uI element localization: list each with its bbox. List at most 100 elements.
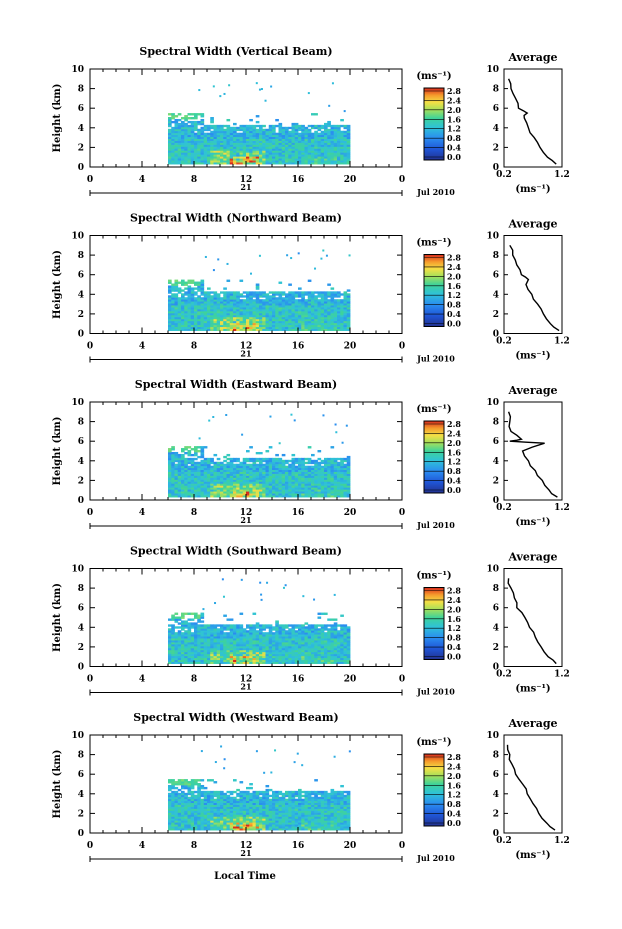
heatmap-cell bbox=[207, 459, 211, 463]
y-tick-label: 2 bbox=[78, 310, 84, 320]
heatmap-cell bbox=[223, 326, 227, 329]
heatmap-cell bbox=[307, 130, 312, 134]
heatmap-cell bbox=[285, 473, 289, 476]
heatmap-cell bbox=[207, 461, 211, 465]
heatmap-cell bbox=[246, 150, 250, 153]
heatmap-cell bbox=[213, 142, 218, 145]
heatmap-cell bbox=[346, 299, 351, 302]
heatmap-cell bbox=[246, 136, 250, 139]
heatmap-cell bbox=[278, 328, 283, 331]
heatmap-cell bbox=[255, 162, 260, 165]
heatmap-cell bbox=[242, 326, 247, 329]
heatmap-cell bbox=[278, 651, 283, 655]
heatmap-cell bbox=[337, 314, 341, 318]
heatmap-cell bbox=[174, 295, 179, 298]
heatmap-cell bbox=[190, 328, 195, 331]
heatmap-cell bbox=[259, 328, 263, 331]
heatmap-cell bbox=[301, 126, 305, 130]
heatmap-cell bbox=[223, 92, 226, 95]
heatmap-cell bbox=[207, 124, 211, 128]
heatmap-cell bbox=[333, 291, 338, 294]
heatmap-cell bbox=[304, 309, 309, 312]
heatmap-cell bbox=[343, 481, 348, 484]
heatmap-cell bbox=[298, 310, 302, 314]
heatmap-cell bbox=[333, 160, 338, 163]
heatmap-cell bbox=[220, 661, 224, 664]
heatmap-cell bbox=[184, 651, 188, 655]
heatmap-cell bbox=[194, 626, 198, 629]
heatmap-cell bbox=[249, 649, 253, 653]
heatmap-cell bbox=[337, 318, 341, 322]
heatmap-cell bbox=[304, 328, 309, 331]
heatmap-cell bbox=[281, 630, 286, 633]
heatmap-cell bbox=[226, 318, 231, 322]
heatmap-cell bbox=[278, 477, 283, 480]
x-tick-label: 4 bbox=[139, 175, 145, 185]
heatmap-cell bbox=[223, 487, 227, 490]
heatmap-cell bbox=[200, 154, 205, 157]
heatmap-cell bbox=[265, 457, 270, 461]
heatmap-cell bbox=[343, 471, 348, 474]
heatmap-cell bbox=[294, 291, 299, 294]
heatmap-cell bbox=[200, 328, 205, 331]
heatmap-cell bbox=[259, 160, 263, 163]
heatmap-cell bbox=[265, 485, 270, 488]
heatmap-cell bbox=[168, 320, 172, 324]
heatmap-cell bbox=[181, 128, 185, 132]
heatmap-cell bbox=[330, 328, 335, 331]
heatmap-cell bbox=[307, 657, 312, 661]
heatmap-cell bbox=[242, 324, 247, 328]
heatmap-cell bbox=[262, 134, 266, 138]
heatmap-cell bbox=[239, 314, 244, 318]
heatmap-cell bbox=[216, 310, 221, 314]
heatmap-cell bbox=[187, 451, 192, 455]
heatmap-cell bbox=[343, 146, 348, 149]
heatmap-cell bbox=[275, 303, 279, 306]
heatmap-cell bbox=[272, 301, 276, 304]
heatmap-cell bbox=[307, 481, 312, 484]
heatmap-cell bbox=[249, 295, 253, 298]
heatmap-cell bbox=[324, 636, 328, 639]
heatmap-cell bbox=[236, 640, 240, 643]
heatmap-cell bbox=[187, 477, 192, 480]
heatmap-cell bbox=[285, 626, 289, 629]
heatmap-cell bbox=[262, 152, 266, 155]
heatmap-cell bbox=[213, 160, 218, 163]
heatmap-cell bbox=[229, 299, 234, 302]
heatmap-cell bbox=[220, 140, 224, 143]
heatmap-cell bbox=[216, 489, 221, 492]
heatmap-cell bbox=[190, 485, 195, 488]
heatmap-cell bbox=[187, 481, 192, 484]
heatmap-cell bbox=[190, 130, 195, 134]
heatmap-cell bbox=[294, 477, 299, 480]
heatmap-cell bbox=[194, 632, 198, 635]
heatmap-cell bbox=[307, 459, 312, 463]
heatmap-cell bbox=[246, 126, 250, 130]
heatmap-cell bbox=[268, 309, 273, 312]
heatmap-cell bbox=[311, 299, 315, 302]
heatmap-cell bbox=[203, 305, 208, 308]
heatmap-cell bbox=[307, 124, 312, 128]
heatmap-cell bbox=[187, 316, 192, 320]
heatmap-cell bbox=[291, 310, 296, 314]
heatmap-cell bbox=[216, 301, 221, 304]
heatmap-cell bbox=[226, 642, 231, 645]
heatmap-cell bbox=[298, 655, 302, 659]
heatmap-cell bbox=[320, 657, 325, 661]
heatmap-cell bbox=[177, 287, 182, 290]
heatmap-cell bbox=[181, 324, 185, 328]
heatmap-cell bbox=[288, 495, 292, 498]
heatmap-cell bbox=[259, 312, 263, 316]
heatmap-cell bbox=[268, 630, 273, 633]
heatmap-cell bbox=[229, 152, 234, 155]
heatmap-cell bbox=[216, 136, 221, 139]
heatmap-cell bbox=[294, 485, 299, 488]
heatmap-cell bbox=[210, 487, 214, 490]
heatmap-cell bbox=[340, 473, 344, 476]
heatmap-cell bbox=[288, 651, 292, 655]
heatmap-cell bbox=[200, 477, 205, 480]
heatmap-cell bbox=[330, 659, 335, 662]
heatmap-cell bbox=[307, 473, 312, 476]
heatmap-cell bbox=[314, 645, 318, 649]
heatmap-cell bbox=[294, 312, 299, 316]
